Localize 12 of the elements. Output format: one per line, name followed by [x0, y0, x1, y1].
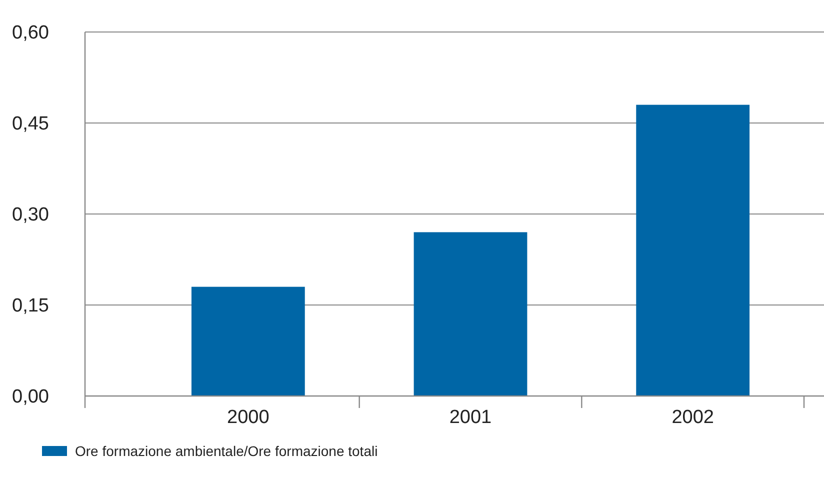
bar	[414, 232, 528, 396]
y-tick-label: 0,30	[12, 204, 49, 226]
y-tick-label: 0,45	[12, 114, 49, 135]
bar	[191, 286, 305, 396]
y-tick-label: 0,15	[12, 296, 49, 317]
x-tick-label: 2002	[672, 407, 714, 428]
legend-label: Ore formazione ambientale/Ore formazione totali	[75, 442, 378, 459]
bar	[636, 104, 750, 396]
x-tick-label: 2000	[227, 407, 270, 428]
y-tick-label: 0,00	[12, 386, 49, 408]
x-tick-label: 2001	[449, 407, 492, 428]
y-tick-label: 0,60	[12, 22, 49, 44]
